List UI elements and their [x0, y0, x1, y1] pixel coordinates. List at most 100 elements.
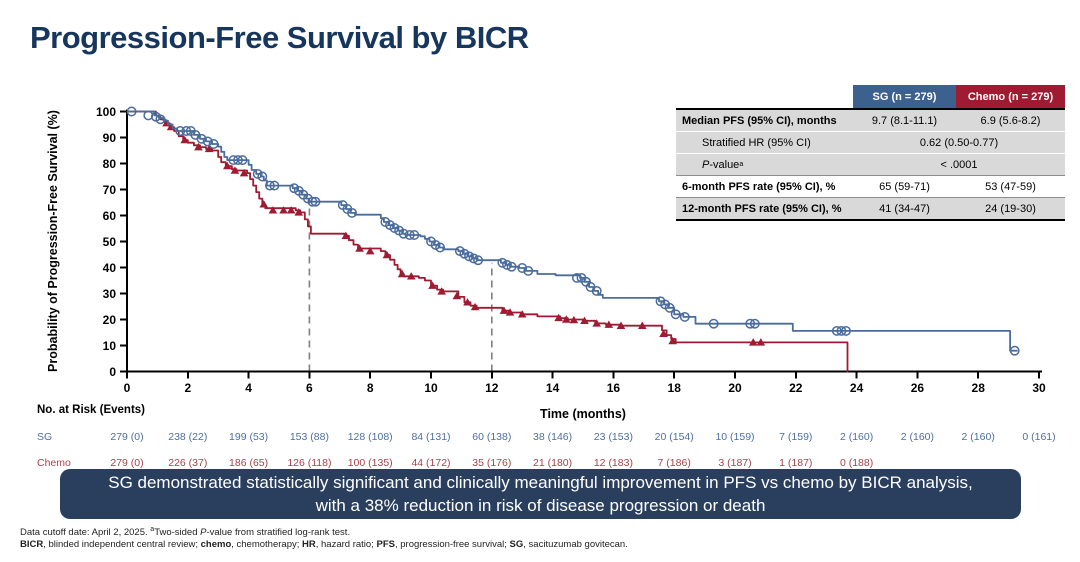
- censor-circle: [307, 196, 318, 207]
- risk-value: 126 (118): [287, 457, 331, 469]
- censor-circle: [347, 207, 357, 218]
- x-tick-label: 6: [306, 381, 313, 395]
- risk-value: 3 (187): [718, 457, 751, 469]
- results-row-2: P -value a < .0001: [676, 153, 1065, 175]
- x-tick-label: 26: [911, 381, 925, 395]
- x-tick-label: 4: [245, 381, 252, 395]
- censor-circle: [181, 126, 192, 136]
- risk-value: 21 (180): [533, 457, 572, 469]
- risk-value: 128 (108): [348, 431, 393, 443]
- censor-triangle: [341, 231, 351, 239]
- censor-triangle: [517, 310, 527, 318]
- censor-triangle: [554, 313, 563, 322]
- text-part: Two-sided: [154, 527, 201, 538]
- censor-triangle: [637, 321, 647, 329]
- page-title: Progression-Free Survival by BICR: [30, 20, 529, 55]
- reference-lines: [308, 201, 493, 372]
- risk-row-label-sg: SG: [37, 431, 52, 443]
- censor-triangle: [756, 338, 766, 346]
- censor-circle: [591, 285, 602, 296]
- sg-censor-marks: [126, 106, 1020, 356]
- risk-value: 23 (153): [594, 431, 633, 443]
- risk-value: 20 (154): [655, 431, 694, 443]
- text-part: P: [702, 158, 710, 171]
- x-tick-label: 14: [546, 381, 560, 395]
- risk-value: 60 (138): [472, 431, 511, 443]
- censor-triangle: [397, 269, 407, 278]
- risk-value: 226 (37): [168, 457, 207, 469]
- text-part: , sacituzumab govitecan.: [523, 539, 628, 550]
- censor-triangle: [452, 291, 462, 300]
- censor-triangle: [668, 336, 677, 345]
- text-part: -value: [709, 158, 740, 171]
- results-table-header-sg: SG (n = 279): [853, 85, 956, 108]
- censor-triangle: [592, 319, 601, 327]
- censor-triangle: [286, 206, 296, 214]
- censor-triangle: [659, 329, 668, 337]
- censor-circle: [502, 259, 512, 270]
- conclusion-line-1: SG demonstrated statistically significan…: [108, 473, 973, 492]
- risk-value: 199 (53): [229, 431, 268, 443]
- censor-circle: [670, 309, 681, 320]
- results-value-sg: 9.7 (8.1-11.1): [871, 114, 938, 127]
- results-value-sg: 41 (34-47): [879, 202, 930, 215]
- y-tick-label: 40: [103, 261, 117, 275]
- y-tick-label: 50: [103, 235, 117, 249]
- text-part: 12-month PFS rate (95% CI), %: [682, 202, 842, 215]
- censor-triangle: [259, 200, 269, 208]
- text-part: P: [200, 527, 207, 538]
- censor-circle: [708, 318, 719, 329]
- results-value-chemo: 6.9 (5.6-8.2): [980, 114, 1041, 127]
- censor-circle: [126, 106, 137, 117]
- censor-triangle: [428, 281, 437, 289]
- censor-circle: [264, 180, 275, 191]
- censor-circle: [749, 318, 760, 329]
- censor-circle: [571, 272, 582, 283]
- censor-circle: [208, 139, 219, 149]
- text-part: BICR: [20, 539, 44, 550]
- risk-row-label-chemo: Chemo: [37, 457, 71, 469]
- censor-triangle: [279, 206, 288, 214]
- censor-circle: [196, 133, 207, 144]
- censor-triangle: [463, 298, 472, 306]
- x-tick-label: 18: [668, 381, 682, 395]
- censor-triangle: [194, 142, 203, 151]
- censor-circle: [398, 228, 409, 239]
- censor-triangle: [365, 246, 375, 255]
- censor-triangle: [382, 250, 392, 259]
- results-row-label: Stratified HR (95% CI): [676, 132, 853, 153]
- results-row-3: 6-month PFS rate (95% CI), % 65 (59-71) 53…: [676, 175, 1065, 197]
- censor-circle: [517, 263, 528, 273]
- censor-triangle: [355, 244, 364, 252]
- results-row-span-value: 0.62 (0.50-0.77): [919, 136, 999, 149]
- conclusion-line-2: with a 38% reduction in risk of disease …: [315, 496, 766, 515]
- risk-value: 153 (88): [290, 431, 329, 443]
- text-part: Stratified HR (95% CI): [702, 136, 811, 149]
- censor-circle: [468, 253, 479, 264]
- text-part: HR: [302, 539, 316, 550]
- censor-circle: [155, 114, 166, 125]
- censor-circle: [841, 325, 851, 336]
- censor-circle: [237, 155, 248, 166]
- y-tick-label: 30: [103, 287, 117, 301]
- censor-triangle: [604, 320, 614, 328]
- text-part: -value from stratified log-rank test.: [206, 527, 351, 538]
- x-tick-label: 28: [972, 381, 986, 395]
- censor-triangle: [180, 135, 190, 144]
- x-tick-label: 30: [1032, 381, 1046, 395]
- censor-circle: [664, 302, 675, 313]
- censor-triangle: [223, 161, 232, 170]
- censor-triangle: [569, 315, 579, 324]
- axes: 0 2 4 6 8 10 12 14 16 18 20 22 24 26 28 300102030405060…: [46, 105, 1046, 421]
- censor-triangle: [406, 272, 416, 280]
- y-tick-label: 0: [109, 365, 116, 379]
- risk-value: 279 (0): [110, 431, 143, 443]
- censor-triangle: [748, 338, 758, 346]
- x-tick-label: 22: [789, 381, 803, 395]
- text-part: , hazard ratio;: [315, 539, 377, 550]
- censor-circle: [831, 325, 842, 336]
- text-part: Data cutoff date: April 2, 2025.: [20, 527, 151, 538]
- censor-triangle: [239, 168, 249, 177]
